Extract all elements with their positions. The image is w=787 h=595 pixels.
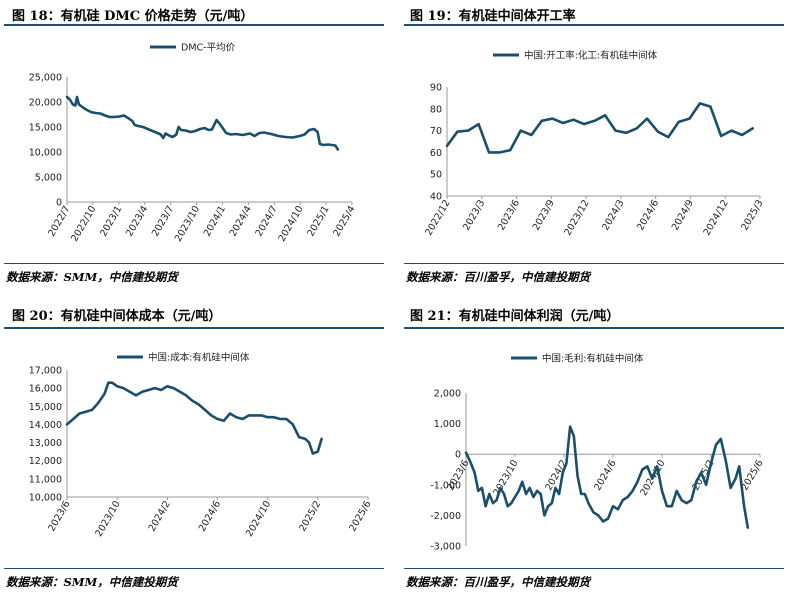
y-tick-label: 12,000: [29, 456, 62, 467]
chart-title-19: 图 19：有机硅中间体开工率: [410, 9, 576, 24]
source-note-20: 数据来源：SMM，中信建投期货: [6, 575, 178, 589]
y-tick-label: 0: [455, 450, 461, 461]
chart-title-18: 图 18：有机硅 DMC 价格走势（元/吨）: [12, 9, 254, 24]
y-tick-label: 14,000: [29, 420, 62, 431]
x-tick-label: 2023/1: [98, 204, 124, 238]
legend-label: DMC-平均价: [181, 42, 236, 54]
y-tick-label: 70: [430, 126, 442, 137]
x-tick-label: 2024/12: [702, 198, 731, 238]
y-tick-label: 60: [430, 148, 442, 159]
y-tick-label: 2,000: [434, 389, 461, 400]
cost-chart: 17,000 16,000 15,000 14,000 13,000 12,000 11,0…: [29, 352, 374, 539]
y-tick-label: 15,000: [29, 123, 62, 134]
x-tick-label: 2024/6: [197, 499, 223, 533]
y-tick-label: 20,000: [29, 98, 62, 109]
y-tick-label: 10,000: [29, 493, 62, 504]
y-tick-label: 10,000: [29, 148, 62, 159]
x-tick-label: 2024/6: [635, 198, 661, 232]
title-rule-21: [404, 327, 784, 329]
x-tick-label: 2024/4: [228, 204, 254, 238]
y-tick-label: 25,000: [29, 73, 62, 84]
y-tick-label: 11,000: [29, 474, 62, 485]
x-tick-label: 2024/6: [592, 458, 618, 492]
x-tick-label: 2022/7: [46, 204, 72, 238]
x-tick-label: 2023/4: [124, 204, 150, 238]
x-tick-label: 2024/10: [277, 204, 306, 244]
x-tick-label: 2023/6: [496, 198, 522, 232]
y-tick-label: 80: [430, 104, 442, 115]
series-line: [464, 425, 750, 529]
title-rule-20: [4, 327, 384, 329]
x-tick-label: 2023/12: [562, 198, 591, 238]
x-tick-label: 2022/10: [69, 204, 98, 244]
source-rule-20: [4, 568, 384, 569]
y-tick-label: 50: [430, 170, 442, 181]
series-line: [65, 95, 340, 151]
x-tick-label: 2023/10: [491, 458, 520, 498]
y-tick-label: 90: [430, 83, 442, 94]
source-note-18: 数据来源：SMM，中信建投期货: [6, 270, 178, 284]
x-tick-label: 2025/6: [347, 499, 373, 533]
y-tick-label: 40: [430, 192, 442, 203]
title-rule-19: [404, 24, 784, 26]
legend-label: 中国:成本:有机硅中间体: [148, 352, 250, 364]
x-tick-label: 2025/3: [739, 198, 765, 232]
x-tick-label: 2023/10: [173, 204, 202, 244]
series-line: [65, 381, 323, 455]
x-tick-label: 2025/6: [739, 458, 765, 492]
x-tick-label: 2024/7: [254, 204, 280, 238]
source-rule-21: [404, 568, 784, 569]
y-tick-label: 16,000: [29, 384, 62, 395]
y-tick-label: 5,000: [35, 173, 62, 184]
x-tick-label: 2023/3: [461, 198, 487, 232]
y-tick-label: 15,000: [29, 402, 62, 413]
y-tick-label: -1,000: [430, 480, 461, 491]
x-tick-label: 2024/10: [244, 499, 273, 539]
y-tick-label: -2,000: [430, 511, 461, 522]
x-tick-label: 2023/6: [46, 499, 72, 533]
dmc-price-chart: 25,000 20,000 15,000 10,000 5,000 02022/72022…: [29, 42, 358, 244]
chart-title-21: 图 21：有机硅中间体利润（元/吨）: [410, 309, 620, 324]
x-tick-label: 2025/4: [331, 204, 357, 238]
title-rule-18: [4, 24, 384, 26]
y-tick-label: 17,000: [29, 366, 62, 377]
x-tick-label: 2023/10: [94, 499, 123, 539]
x-tick-label: 2023/9: [531, 198, 557, 232]
x-tick-label: 2025/1: [305, 204, 331, 238]
x-tick-label: 2022/12: [423, 198, 452, 238]
y-tick-label: -3,000: [430, 542, 461, 553]
legend-label: 中国:开工率:化工:有机硅中间体: [524, 50, 658, 62]
x-tick-label: 2024/1: [202, 204, 228, 238]
x-tick-label: 2024/3: [600, 198, 626, 232]
source-note-21: 数据来源：百川盈孚，中信建投期货: [406, 575, 590, 589]
source-rule-19: [404, 263, 784, 264]
x-tick-label: 2025/2: [297, 499, 323, 533]
x-tick-label: 2024/2: [147, 499, 173, 533]
chart-title-20: 图 20：有机硅中间体成本（元/吨）: [12, 309, 222, 324]
y-tick-label: 1,000: [434, 419, 461, 430]
source-rule-18: [4, 263, 384, 264]
x-tick-label: 2023/7: [150, 204, 176, 238]
y-tick-label: 0: [56, 198, 62, 209]
legend-label: 中国:毛利:有机硅中间体: [542, 353, 644, 365]
source-note-19: 数据来源：百川盈孚，中信建投期货: [406, 270, 590, 284]
y-tick-label: 13,000: [29, 438, 62, 449]
series-line: [445, 102, 754, 154]
x-tick-label: 2024/9: [670, 198, 696, 232]
